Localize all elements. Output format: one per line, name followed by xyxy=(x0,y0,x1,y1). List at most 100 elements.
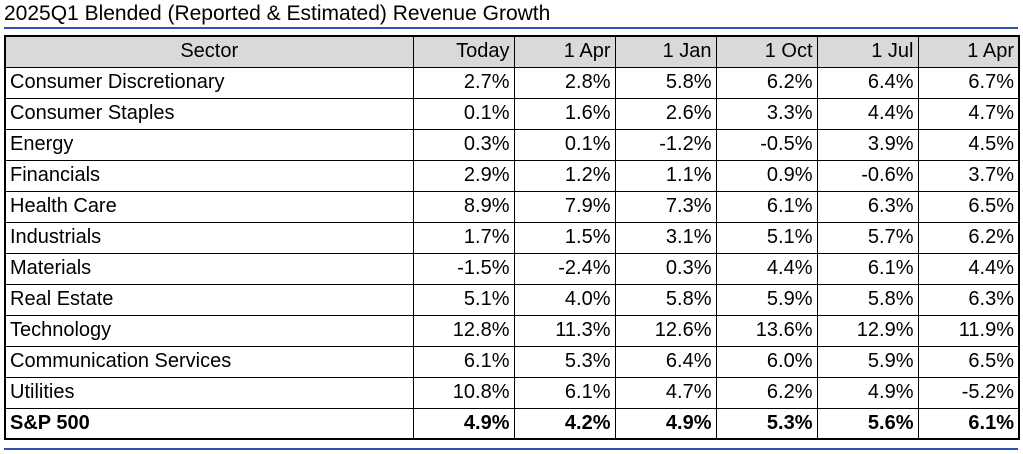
growth-value-cell: 6.1% xyxy=(412,345,515,378)
growth-value-cell: 6.1% xyxy=(917,407,1020,440)
column-header-1-jul: 1 Jul xyxy=(816,35,919,68)
growth-value-cell: 6.0% xyxy=(715,345,818,378)
table-row: Consumer Staples 0.1% 1.6% 2.6% 3.3% 4.4% 4.7% xyxy=(4,97,1020,130)
growth-value-cell: 4.0% xyxy=(513,283,616,316)
column-header-1-jan: 1 Jan xyxy=(614,35,717,68)
growth-value-cell: 4.4% xyxy=(917,252,1020,285)
growth-value-cell: 3.3% xyxy=(715,97,818,130)
growth-value-cell: 13.6% xyxy=(715,314,818,347)
table-row: Utilities 10.8% 6.1% 4.7% 6.2% 4.9% -5.2% xyxy=(4,376,1020,409)
growth-value-cell: 4.7% xyxy=(614,376,717,409)
column-header-1-oct: 1 Oct xyxy=(715,35,818,68)
growth-value-cell: 5.1% xyxy=(412,283,515,316)
growth-value-cell: 5.9% xyxy=(816,345,919,378)
growth-value-cell: 4.9% xyxy=(412,407,515,440)
total-row: S&P 500 4.9% 4.2% 4.9% 5.3% 5.6% 6.1% xyxy=(4,407,1020,440)
growth-value-cell: 3.1% xyxy=(614,221,717,254)
growth-value-cell: 10.8% xyxy=(412,376,515,409)
growth-value-cell: 12.9% xyxy=(816,314,919,347)
growth-value-cell: 4.9% xyxy=(614,407,717,440)
growth-value-cell: 5.8% xyxy=(816,283,919,316)
growth-value-cell: 6.1% xyxy=(715,190,818,223)
growth-value-cell: 4.7% xyxy=(917,97,1020,130)
growth-value-cell: 1.7% xyxy=(412,221,515,254)
table-body: Consumer Discretionary 2.7% 2.8% 5.8% 6.2% 6.… xyxy=(4,66,1020,440)
growth-value-cell: 5.3% xyxy=(513,345,616,378)
growth-value-cell: 6.2% xyxy=(917,221,1020,254)
growth-value-cell: 1.1% xyxy=(614,159,717,192)
title-divider xyxy=(4,27,1018,29)
sector-name-cell: Consumer Discretionary xyxy=(4,66,414,99)
growth-value-cell: -1.5% xyxy=(412,252,515,285)
growth-value-cell: 4.5% xyxy=(917,128,1020,161)
table-row: Consumer Discretionary 2.7% 2.8% 5.8% 6.2% 6.… xyxy=(4,66,1020,99)
sector-name-cell: Communication Services xyxy=(4,345,414,378)
growth-value-cell: 4.4% xyxy=(816,97,919,130)
sector-name-cell: Real Estate xyxy=(4,283,414,316)
growth-value-cell: 12.8% xyxy=(412,314,515,347)
growth-value-cell: 3.9% xyxy=(816,128,919,161)
column-header-1-apr: 1 Apr xyxy=(513,35,616,68)
growth-value-cell: 6.2% xyxy=(715,376,818,409)
growth-value-cell: 6.4% xyxy=(614,345,717,378)
growth-value-cell: 6.5% xyxy=(917,190,1020,223)
column-header-today: Today xyxy=(412,35,515,68)
growth-value-cell: 0.9% xyxy=(715,159,818,192)
revenue-growth-table: Sector Today 1 Apr 1 Jan 1 Oct 1 Jul 1 A… xyxy=(4,35,1020,440)
table-row: Health Care 8.9% 7.9% 7.3% 6.1% 6.3% 6.5% xyxy=(4,190,1020,223)
column-header-1-apr-prior: 1 Apr xyxy=(917,35,1020,68)
growth-value-cell: 1.6% xyxy=(513,97,616,130)
growth-value-cell: 1.5% xyxy=(513,221,616,254)
growth-value-cell: 8.9% xyxy=(412,190,515,223)
sector-name-cell: Technology xyxy=(4,314,414,347)
growth-value-cell: 5.8% xyxy=(614,66,717,99)
growth-value-cell: 5.7% xyxy=(816,221,919,254)
growth-value-cell: 11.9% xyxy=(917,314,1020,347)
table-row: Energy 0.3% 0.1% -1.2% -0.5% 3.9% 4.5% xyxy=(4,128,1020,161)
growth-value-cell: 2.9% xyxy=(412,159,515,192)
sector-name-cell: Industrials xyxy=(4,221,414,254)
growth-value-cell: 12.6% xyxy=(614,314,717,347)
growth-value-cell: 5.3% xyxy=(715,407,818,440)
growth-value-cell: 0.3% xyxy=(614,252,717,285)
growth-value-cell: -0.5% xyxy=(715,128,818,161)
growth-value-cell: 5.9% xyxy=(715,283,818,316)
growth-value-cell: 0.1% xyxy=(412,97,515,130)
growth-value-cell: 7.9% xyxy=(513,190,616,223)
growth-value-cell: 6.1% xyxy=(513,376,616,409)
growth-value-cell: 6.3% xyxy=(816,190,919,223)
growth-value-cell: 6.7% xyxy=(917,66,1020,99)
growth-value-cell: 5.1% xyxy=(715,221,818,254)
sector-name-cell: Health Care xyxy=(4,190,414,223)
growth-value-cell: 1.2% xyxy=(513,159,616,192)
growth-value-cell: 2.8% xyxy=(513,66,616,99)
table-row: Communication Services 6.1% 5.3% 6.4% 6.0% 5.… xyxy=(4,345,1020,378)
growth-value-cell: 5.8% xyxy=(614,283,717,316)
growth-value-cell: 7.3% xyxy=(614,190,717,223)
column-header-sector: Sector xyxy=(4,35,414,68)
growth-value-cell: 6.3% xyxy=(917,283,1020,316)
table-title: 2025Q1 Blended (Reported & Estimated) Re… xyxy=(4,2,551,25)
growth-value-cell: 4.4% xyxy=(715,252,818,285)
growth-value-cell: -0.6% xyxy=(816,159,919,192)
sector-name-cell: Energy xyxy=(4,128,414,161)
growth-value-cell: 5.6% xyxy=(816,407,919,440)
header-row: Sector Today 1 Apr 1 Jan 1 Oct 1 Jul 1 A… xyxy=(4,35,1020,68)
growth-value-cell: -5.2% xyxy=(917,376,1020,409)
growth-value-cell: 6.4% xyxy=(816,66,919,99)
table-row: Materials -1.5% -2.4% 0.3% 4.4% 6.1% 4.4% xyxy=(4,252,1020,285)
growth-value-cell: 0.1% xyxy=(513,128,616,161)
table-row: Financials 2.9% 1.2% 1.1% 0.9% -0.6% 3.7% xyxy=(4,159,1020,192)
growth-value-cell: 6.2% xyxy=(715,66,818,99)
sector-name-cell: S&P 500 xyxy=(4,407,414,440)
growth-value-cell: 2.6% xyxy=(614,97,717,130)
growth-value-cell: 2.7% xyxy=(412,66,515,99)
sector-name-cell: Financials xyxy=(4,159,414,192)
table-row: Real Estate 5.1% 4.0% 5.8% 5.9% 5.8% 6.3% xyxy=(4,283,1020,316)
sector-name-cell: Materials xyxy=(4,252,414,285)
table-row: Industrials 1.7% 1.5% 3.1% 5.1% 5.7% 6.2% xyxy=(4,221,1020,254)
growth-value-cell: 11.3% xyxy=(513,314,616,347)
growth-value-cell: 0.3% xyxy=(412,128,515,161)
growth-value-cell: 6.5% xyxy=(917,345,1020,378)
growth-value-cell: -2.4% xyxy=(513,252,616,285)
